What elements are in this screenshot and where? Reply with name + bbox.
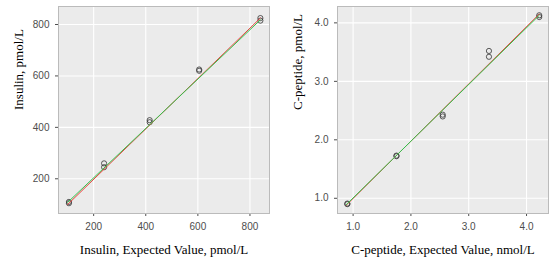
svg-text:800: 800 [33, 19, 50, 30]
svg-text:600: 600 [190, 221, 207, 232]
svg-text:Insulin, Expected Value, pmol/: Insulin, Expected Value, pmol/L [80, 242, 248, 257]
svg-text:1.0: 1.0 [346, 221, 360, 232]
svg-text:4.0: 4.0 [315, 17, 329, 28]
svg-text:4.0: 4.0 [520, 221, 534, 232]
svg-text:400: 400 [137, 221, 154, 232]
svg-text:C-peptide, Expected Value, nmo: C-peptide, Expected Value, nmol/L [351, 242, 535, 257]
svg-text:800: 800 [242, 221, 259, 232]
svg-text:400: 400 [33, 122, 50, 133]
svg-text:1.0: 1.0 [315, 192, 329, 203]
svg-text:C-peptide, pmol/L: C-peptide, pmol/L [290, 14, 305, 110]
svg-text:3.0: 3.0 [315, 76, 329, 87]
svg-text:200: 200 [85, 221, 102, 232]
svg-text:Insulin, pmol/L: Insulin, pmol/L [11, 29, 26, 110]
svg-text:2.0: 2.0 [404, 221, 418, 232]
svg-text:3.0: 3.0 [462, 221, 476, 232]
svg-text:200: 200 [33, 173, 50, 184]
svg-text:2.0: 2.0 [315, 134, 329, 145]
svg-text:600: 600 [33, 70, 50, 81]
